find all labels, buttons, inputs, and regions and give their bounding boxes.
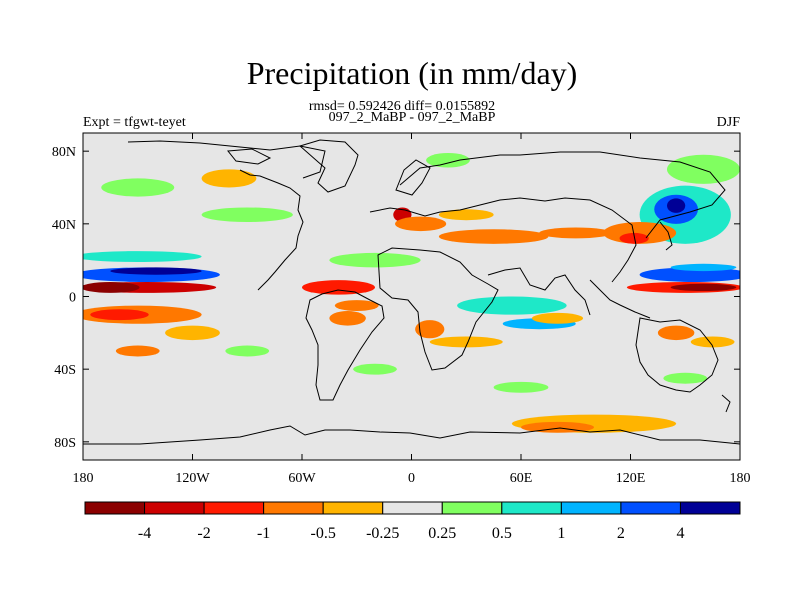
x-tick-label: 120W	[175, 471, 210, 486]
colorbar-label: -2	[197, 525, 210, 542]
colorbar-swatch	[560, 501, 622, 515]
precip-region-23	[438, 229, 549, 244]
colorbar-swatch	[441, 501, 503, 515]
colorbar-label: -0.25	[366, 525, 399, 542]
precip-region-28	[429, 336, 503, 348]
precip-region-3	[110, 267, 202, 275]
precip-region-31	[115, 345, 160, 357]
coastline-eurasia-north	[399, 151, 726, 239]
coastline-south-america	[305, 289, 385, 401]
coastline-southeast-asia	[589, 279, 651, 319]
precip-region-43	[353, 363, 397, 375]
precip-regions	[83, 152, 740, 433]
x-tick-label: 60E	[510, 471, 533, 486]
precip-region-25	[438, 209, 494, 221]
x-tick-label: 60W	[288, 471, 316, 486]
coastline-arctic-islands	[227, 148, 272, 165]
x-tick-label: 180	[730, 471, 751, 486]
precip-region-9	[639, 267, 740, 282]
continent-outlines	[83, 139, 740, 445]
colorbar-swatch	[679, 501, 741, 515]
coastline-north-america	[239, 169, 304, 291]
colorbar-label: -0.5	[311, 525, 336, 542]
axis-ticks: 180 120W 60W 0 60E 120E 180 80N 40N 0 40S 80S	[52, 133, 751, 486]
precip-region-44	[493, 381, 549, 393]
y-tick-label: 40N	[52, 218, 76, 233]
precip-region-19	[329, 311, 366, 326]
colorbar-swatch	[620, 501, 681, 515]
precip-region-17	[302, 280, 375, 295]
precip-region-29	[531, 312, 584, 324]
colorbar: -4 -2 -1 -0.5 -0.25 0.25 0.5 1 2 4	[84, 501, 741, 542]
precip-region-33	[225, 345, 270, 357]
precip-region-42	[663, 372, 708, 384]
precip-region-26	[457, 296, 567, 315]
precip-region-10	[670, 263, 737, 272]
season-label: DJF	[717, 115, 741, 130]
colorbar-label: 1	[557, 525, 565, 542]
colorbar-swatch	[501, 501, 562, 515]
chart-subtitle-stats: rmsd= 0.592426 diff= 0.0155892	[309, 99, 495, 114]
precip-region-24	[539, 227, 613, 239]
precip-region-30	[415, 320, 445, 339]
experiment-label: Expt = tfgwt-teyet	[83, 115, 186, 130]
colorbar-label: 2	[617, 525, 625, 542]
colorbar-swatch	[322, 501, 384, 515]
y-tick-label: 0	[69, 291, 76, 306]
coastline-scandinavia	[395, 159, 431, 196]
colorbar-swatch	[263, 501, 324, 515]
coastline-new-zealand	[721, 394, 731, 413]
coastline-greenland	[298, 139, 359, 193]
precip-region-40	[657, 325, 695, 341]
y-tick-label: 80S	[54, 436, 76, 451]
precip-region-35	[201, 207, 293, 223]
y-tick-label: 80N	[52, 145, 76, 160]
colorbar-label: 4	[676, 525, 684, 542]
coastline-eurasia-west	[369, 197, 637, 283]
coastline-australia	[635, 317, 719, 393]
precip-region-41	[690, 336, 735, 348]
precip-region-8	[670, 283, 737, 292]
chart-title: Precipitation (in mm/day)	[247, 55, 578, 91]
precip-region-22	[395, 216, 447, 232]
coastline-antarctica	[83, 425, 740, 445]
precip-region-13	[667, 198, 686, 213]
coastline-japan	[659, 221, 673, 251]
precip-region-6	[90, 309, 149, 321]
precip-region-18	[334, 300, 379, 312]
x-tick-label: 0	[408, 471, 415, 486]
y-tick-label: 40S	[54, 363, 76, 378]
precip-region-37	[426, 152, 470, 168]
colorbar-swatch	[203, 501, 265, 515]
colorbar-label: 0.5	[492, 525, 512, 542]
colorbar-swatch	[382, 501, 443, 515]
chart-subtitle-runs: 097_2_MaBP - 097_2_MaBP	[329, 110, 496, 125]
colorbar-label: 0.25	[428, 525, 456, 542]
precip-region-36	[201, 169, 257, 188]
plot-background	[83, 133, 740, 460]
colorbar-label: -1	[257, 525, 270, 542]
precip-region-32	[165, 325, 220, 341]
precip-region-1	[83, 281, 140, 293]
colorbar-label: -4	[138, 525, 151, 542]
colorbar-swatch	[144, 501, 205, 515]
coastline-africa	[377, 247, 499, 371]
colorbar-swatch	[84, 501, 146, 515]
precip-region-34	[101, 178, 175, 197]
precip-region-4	[83, 251, 202, 262]
precip-region-20	[329, 252, 421, 268]
x-tick-label: 180	[73, 471, 94, 486]
coastline-arabia-india	[487, 267, 591, 316]
x-tick-label: 120E	[616, 471, 646, 486]
precip-region-16	[619, 232, 649, 244]
